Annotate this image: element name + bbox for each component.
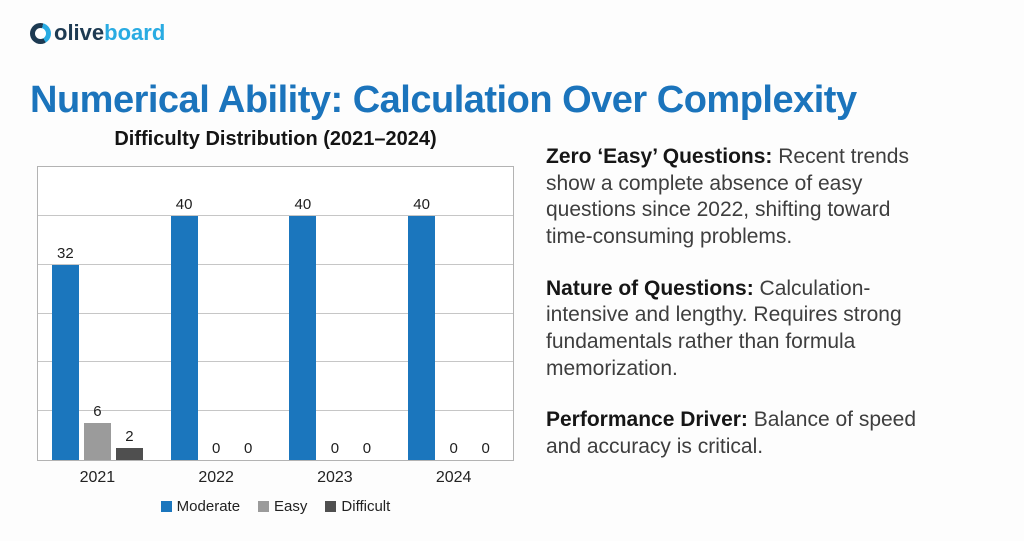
bar-easy-2021 xyxy=(83,423,111,460)
legend-item-moderate: Moderate xyxy=(160,498,241,515)
x-axis-label-2022: 2022 xyxy=(198,469,234,486)
bar-value-label: 0 xyxy=(243,440,253,457)
legend-swatch-moderate xyxy=(160,501,172,512)
legend-item-easy: Easy xyxy=(258,498,307,515)
logo-text-board: board xyxy=(104,20,166,45)
bar-value-label: 2 xyxy=(125,427,134,445)
legend-label: Moderate xyxy=(176,498,241,515)
gridline-8 xyxy=(38,410,513,412)
insight-zero-easy-questions: Zero ‘Easy’ Questions: Recent trends sho… xyxy=(546,144,938,251)
oliveboard-logo-icon xyxy=(30,22,51,44)
bar-value-label: 40 xyxy=(413,195,430,213)
x-axis-label-2021: 2021 xyxy=(79,469,116,486)
legend-item-difficult: Difficult xyxy=(325,498,390,515)
insight-label: Nature of Questions: xyxy=(546,276,754,300)
insight-text: Recent trends show a complete absence of… xyxy=(546,145,909,248)
insight-performance-driver: Performance Driver: Balance of speed and… xyxy=(546,407,938,460)
x-axis-label-2023: 2023 xyxy=(317,469,353,486)
insights-panel: Zero ‘Easy’ Questions: Recent trends sho… xyxy=(546,144,938,486)
bar-difficult-2021 xyxy=(115,447,143,460)
bar-value-label: 0 xyxy=(362,440,372,457)
chart-legend: Moderate Easy Difficult xyxy=(37,498,514,515)
logo-text-olive: olive xyxy=(54,20,105,45)
bar-value-label: 0 xyxy=(481,440,490,457)
bar-value-label: 32 xyxy=(57,244,74,262)
gridline-24 xyxy=(38,312,513,314)
gridline-16 xyxy=(38,361,513,363)
bar-value-label: 0 xyxy=(330,440,340,457)
bar-moderate-2022 xyxy=(170,215,198,460)
chart-plot: 32 6 2 2021 40 0 0 2022 40 0 0 2023 40 0 0 2024 xyxy=(37,166,514,486)
insight-label: Zero ‘Easy’ Questions: xyxy=(546,145,773,168)
bar-value-label: 0 xyxy=(211,440,221,457)
legend-label: Difficult xyxy=(341,498,391,515)
bar-moderate-2024 xyxy=(408,215,436,460)
oliveboard-logo: oliveboard xyxy=(30,20,165,46)
oliveboard-logo-text: oliveboard xyxy=(54,20,165,46)
chart-title: Difficulty Distribution (2021–2024) xyxy=(114,128,437,150)
legend-swatch-easy xyxy=(258,501,270,512)
insight-text: Calculation-intensive and lengthy. Requi… xyxy=(546,276,902,380)
page-title: Numerical Ability: Calculation Over Comp… xyxy=(30,79,857,122)
bar-value-label: 40 xyxy=(294,195,312,213)
bar-moderate-2023 xyxy=(289,215,317,460)
legend-swatch-difficult xyxy=(325,501,337,512)
bar-moderate-2021 xyxy=(51,264,79,460)
insight-text: Balance of speed and accuracy is critica… xyxy=(546,408,917,458)
gridline-40 xyxy=(38,214,513,216)
gridline-32 xyxy=(38,263,513,265)
bar-value-label: 0 xyxy=(449,440,458,457)
legend-label: Easy xyxy=(274,498,308,515)
insight-label: Performance Driver: xyxy=(546,408,748,432)
bar-value-label: 6 xyxy=(93,403,102,421)
bar-value-label: 40 xyxy=(175,195,193,213)
x-axis-label-2024: 2024 xyxy=(435,469,472,486)
insight-nature-of-questions: Nature of Questions: Calculation-intensi… xyxy=(546,276,938,383)
difficulty-distribution-chart: Difficulty Distribution (2021–2024) 32 6 2… xyxy=(37,126,514,531)
